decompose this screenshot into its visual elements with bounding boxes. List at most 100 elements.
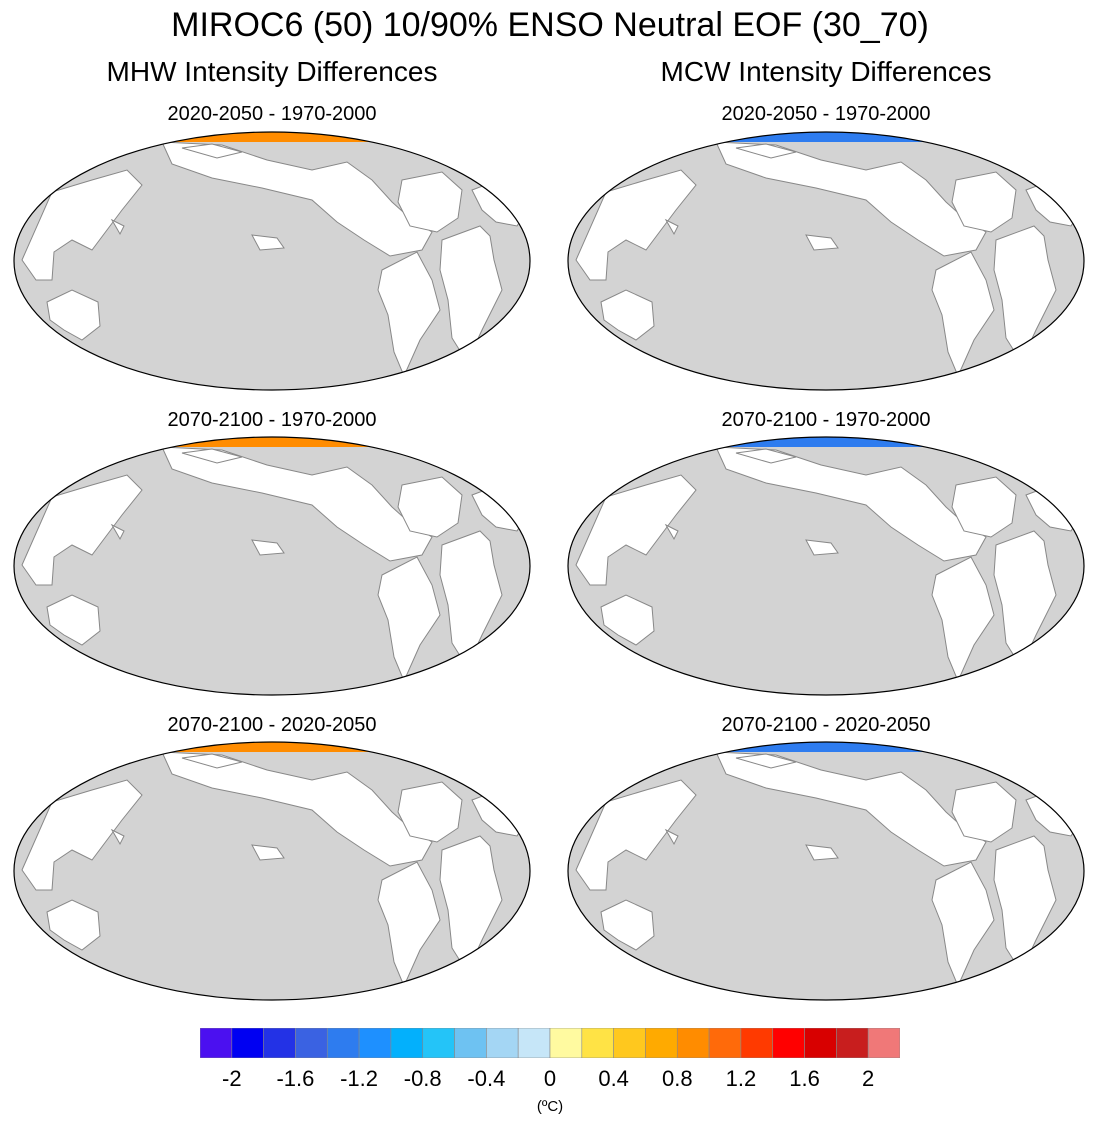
land-mass	[951, 781, 1017, 843]
map-panel	[567, 741, 1085, 1001]
colorbar-tick-label: -1.6	[276, 1066, 315, 1091]
map-panel	[13, 436, 531, 696]
colorbar-swatch	[549, 1028, 583, 1058]
land-mass	[931, 556, 995, 683]
land-mass	[735, 143, 797, 159]
colorbar-tick-label: -2	[222, 1066, 242, 1091]
colorbar-swatch	[231, 1028, 264, 1058]
colorbar-swatch	[740, 1028, 774, 1058]
colorbar-swatch	[390, 1028, 424, 1058]
land-mass	[397, 781, 463, 843]
colorbar-tick-label: 0	[543, 1066, 557, 1091]
colorbar-swatch	[645, 1028, 678, 1058]
arctic-signal	[72, 437, 472, 447]
map-border	[13, 131, 531, 391]
arctic-signal	[626, 437, 1026, 447]
panel-title: 2020-2050 - 1970-2000	[167, 103, 377, 125]
land-mass	[46, 899, 101, 951]
land-mass	[600, 594, 655, 646]
colorbar-tick-label: 1.6	[789, 1066, 820, 1091]
land-mass	[735, 753, 797, 769]
colorbar-swatch	[358, 1028, 392, 1058]
colorbar	[200, 1028, 900, 1058]
land-mass	[931, 251, 995, 378]
colorbar-swatch	[581, 1028, 614, 1058]
land-mass	[664, 218, 679, 236]
colorbar-swatch	[200, 1028, 233, 1058]
colorbar-swatch	[867, 1028, 900, 1058]
land-mass	[181, 448, 243, 464]
panel-title: 2070-2100 - 1970-2000	[167, 409, 377, 431]
land-mass	[397, 171, 463, 233]
land-mass	[251, 844, 285, 861]
colorbar-tick-label: 0.4	[598, 1066, 629, 1091]
panel-title: 2070-2100 - 2020-2050	[721, 714, 931, 736]
colorbar-swatch	[326, 1028, 360, 1058]
land-mass	[439, 530, 503, 669]
land-mass	[46, 289, 101, 341]
colorbar-tick-label: 1.2	[725, 1066, 757, 1091]
colorbar-swatch	[613, 1028, 646, 1058]
colorbar-swatch	[804, 1028, 837, 1058]
column-title-mcw: MCW Intensity Differences	[660, 56, 992, 87]
land-mass	[21, 169, 143, 281]
land-mass	[161, 141, 433, 257]
land-mass	[664, 523, 679, 541]
map-border	[567, 741, 1085, 1001]
land-mass	[600, 289, 655, 341]
colorbar-swatch	[295, 1028, 328, 1058]
land-mass	[951, 171, 1017, 233]
colorbar-swatch	[263, 1028, 296, 1058]
land-mass	[805, 539, 839, 556]
land-mass	[715, 141, 987, 257]
land-mass	[161, 751, 433, 867]
colorbar-swatch	[517, 1028, 551, 1058]
land-mass	[110, 523, 125, 541]
colorbar-unit-label: (ºC)	[536, 1098, 564, 1115]
land-mass	[600, 899, 655, 951]
land-mass	[161, 446, 433, 562]
map-panel	[13, 131, 531, 391]
colorbar-tick-label: -0.4	[467, 1066, 506, 1091]
land-mass	[21, 474, 143, 586]
column-title-mhw: MHW Intensity Differences	[106, 56, 438, 87]
colorbar-swatch	[422, 1028, 455, 1058]
arctic-signal	[72, 132, 472, 142]
arctic-signal	[626, 132, 1026, 142]
land-mass	[575, 169, 697, 281]
map-panel	[13, 741, 531, 1001]
arctic-signal	[626, 742, 1026, 752]
land-mass	[439, 835, 503, 974]
land-mass	[805, 844, 839, 861]
map-border	[567, 436, 1085, 696]
colorbar-swatch	[676, 1028, 710, 1058]
land-mass	[993, 225, 1057, 364]
land-mass	[575, 474, 697, 586]
land-mass	[377, 251, 441, 378]
land-mass	[46, 594, 101, 646]
land-mass	[251, 539, 285, 556]
map-border	[13, 436, 531, 696]
panel-title: 2070-2100 - 1970-2000	[721, 409, 931, 431]
land-mass	[805, 234, 839, 251]
map-border	[567, 131, 1085, 391]
land-mass	[21, 779, 143, 891]
land-mass	[181, 753, 243, 769]
colorbar-tick-label: -1.2	[340, 1066, 379, 1091]
land-mass	[181, 143, 243, 159]
land-mass	[377, 556, 441, 683]
land-mass	[251, 234, 285, 251]
land-mass	[110, 828, 125, 846]
panel-title: 2070-2100 - 2020-2050	[167, 714, 377, 736]
land-mass	[664, 828, 679, 846]
land-mass	[397, 476, 463, 538]
colorbar-tick-label: 2	[862, 1066, 875, 1091]
land-mass	[735, 448, 797, 464]
land-mass	[951, 476, 1017, 538]
colorbar-tick-label: -0.8	[403, 1066, 442, 1091]
colorbar-swatch	[708, 1028, 742, 1058]
map-border	[13, 741, 531, 1001]
land-mass	[715, 446, 987, 562]
land-mass	[110, 218, 125, 236]
land-mass	[715, 751, 987, 867]
